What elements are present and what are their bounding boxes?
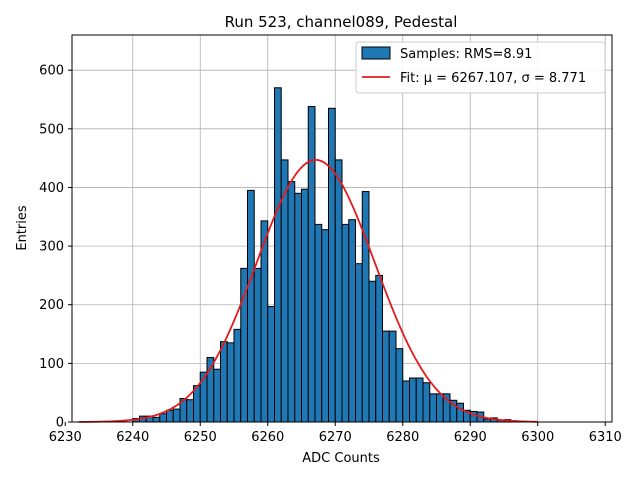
histogram-bar [409,377,417,423]
legend-histogram-swatch [361,46,391,60]
histogram-bar [260,220,269,423]
y-tick-label: 400 [39,181,64,196]
histogram-bar [226,342,235,423]
chart-title: Run 523, channel089, Pedestal [225,13,458,31]
histogram-bar [429,393,437,423]
y-tick-label: 200 [39,298,64,313]
histogram-bar [186,399,194,423]
legend-box [355,41,606,94]
histogram-bar [233,328,242,423]
fit-curve-layer [78,158,538,423]
histogram-bar [274,87,282,423]
histogram-bar [341,223,350,423]
x-tick-label: 6280 [386,430,419,445]
histogram-bar [166,409,174,423]
histogram-bar [294,192,302,423]
histogram-bar [375,274,383,423]
histogram-bar [287,181,296,423]
histogram-bar [314,223,323,423]
histogram-bar [307,106,316,423]
histogram-bar [415,377,424,423]
histogram-bar [253,267,262,423]
x-tick-label: 6230 [49,430,82,445]
histogram-bar [348,219,356,423]
x-tick-label: 6250 [184,430,217,445]
histogram-bar [422,382,431,423]
legend-fit-label: Fit: μ = 6267.107, σ = 8.771 [400,71,586,86]
histogram-bar [159,413,167,423]
y-tick-label: 500 [39,122,64,137]
x-tick-label: 6270 [319,430,352,445]
histogram-bar [382,330,390,423]
y-tick-label: 600 [39,64,64,79]
histogram-bar [267,305,275,423]
x-tick-label: 6290 [454,430,487,445]
histogram-bar [247,189,255,423]
plot-frame [71,34,613,423]
fit-curve [78,158,538,423]
legend: Samples: RMS=8.91 Fit: μ = 6267.107, σ =… [355,41,606,94]
histogram-bar [301,188,309,423]
histogram-bar [220,341,228,423]
histogram-bar [328,107,336,423]
histogram-bar [368,280,377,423]
x-tick-label: 6260 [251,430,284,445]
histogram-bar [402,380,410,423]
y-tick-label: 300 [39,240,64,255]
histogram-bar [172,408,181,423]
histogram-bar [321,229,329,423]
histogram-bar [361,191,370,423]
histogram-bar [395,348,404,423]
x-axis-ticks: 6230 6240 6250 6260 6270 6280 6290 6300 6310 [49,422,622,445]
y-axis-label: Entries [15,205,30,251]
x-tick-label: 6240 [116,430,149,445]
histogram-bar [456,402,464,423]
histogram-bar [355,263,363,423]
histogram-bar [334,159,343,423]
histogram-bar [436,393,444,423]
histogram-bar [152,416,161,423]
y-tick-label: 0 [56,416,64,431]
x-axis-label: ADC Counts [302,451,380,466]
y-tick-label: 100 [39,357,64,372]
x-tick-label: 6300 [521,430,554,445]
histogram-bar [388,330,397,423]
histogram-bar [213,368,221,423]
y-axis-ticks: 0 100 200 300 400 500 600 [39,64,72,431]
x-tick-label: 6310 [589,430,622,445]
legend-histogram-label: Samples: RMS=8.91 [400,47,532,62]
